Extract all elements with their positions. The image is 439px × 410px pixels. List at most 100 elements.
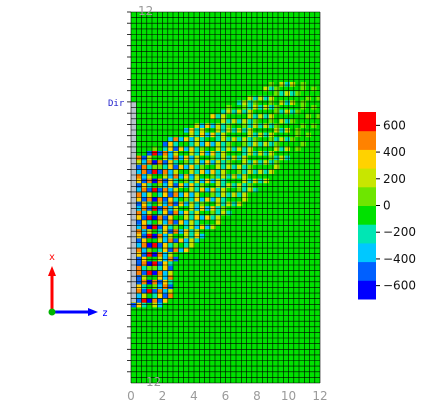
field-cell (168, 137, 174, 142)
field-cell (268, 118, 275, 124)
field-cell (295, 137, 301, 142)
field-cell (247, 114, 253, 119)
field-cell (252, 137, 259, 142)
field-cell (184, 197, 190, 202)
colorbar: 600 400 200 0 −200 −400 −600 (358, 112, 416, 300)
field-cell (284, 146, 290, 151)
colorbar-tick-label: −200 (383, 225, 416, 239)
field-cell (295, 132, 301, 138)
field-cell (290, 82, 296, 87)
field-cell (141, 243, 147, 248)
field-cell (152, 233, 158, 239)
field-cell (199, 224, 206, 230)
field-cell (242, 141, 248, 147)
field-cell (199, 174, 206, 179)
field-cell (263, 86, 269, 92)
field-cell (221, 132, 227, 138)
field-cell (146, 247, 153, 253)
field-cell (189, 210, 195, 216)
field-cell (305, 86, 312, 92)
field-cell (210, 151, 216, 156)
colorbar-segment (358, 168, 376, 188)
field-cell (215, 164, 222, 170)
field-cell (258, 169, 264, 174)
field-cell (279, 82, 285, 87)
x-tick-label: 8 (253, 389, 261, 403)
field-cell (194, 201, 200, 207)
field-cell (141, 261, 147, 266)
field-cell (136, 197, 142, 202)
field-cell (295, 91, 301, 96)
field-cell (199, 187, 206, 193)
field-cell (162, 252, 169, 257)
field-cell (274, 164, 280, 170)
z-axis-label: z (102, 308, 108, 319)
axes-triad: xz (48, 252, 108, 319)
field-cell (316, 123, 320, 128)
field-cell (157, 261, 163, 266)
field-cell (290, 137, 296, 142)
field-cell (162, 289, 169, 294)
field-cell (152, 302, 158, 308)
field-cell (205, 123, 211, 128)
field-cell (136, 275, 142, 280)
colorbar-segment (358, 112, 376, 132)
field-cell (295, 109, 301, 115)
field-cell (226, 201, 232, 207)
field-cell (162, 220, 169, 225)
colorbar-tick-label: −600 (383, 279, 416, 293)
field-cell (168, 261, 174, 266)
field-cell (311, 86, 317, 92)
field-cell (152, 197, 158, 202)
field-cell (136, 289, 142, 294)
x-tick-label: 12 (312, 389, 327, 403)
field-cell (252, 95, 259, 101)
field-cell (274, 141, 280, 147)
field-cell (247, 192, 253, 197)
field-cell (162, 174, 169, 179)
field-cell (184, 137, 190, 142)
field-cell (141, 201, 147, 207)
field-cell (263, 114, 269, 119)
field-cell (242, 137, 248, 142)
field-cell (210, 160, 216, 165)
field-cell (231, 192, 237, 197)
field-cell (215, 215, 222, 220)
field-cell (226, 118, 232, 124)
field-cell (168, 141, 174, 147)
field-cell (194, 160, 200, 165)
field-cell (274, 118, 280, 124)
field-cell (136, 210, 142, 216)
field-cell (221, 169, 227, 174)
field-cell (274, 146, 280, 151)
field-cell (199, 192, 206, 197)
field-cell (274, 91, 280, 96)
field-cell (252, 160, 259, 165)
field-cell (268, 137, 275, 142)
field-cell (221, 118, 227, 124)
field-cell (268, 169, 275, 174)
field-cell (279, 109, 285, 115)
field-cell (157, 302, 163, 308)
field-cell (162, 284, 169, 289)
field-cell (199, 233, 206, 239)
field-cell (210, 164, 216, 170)
field-cell (184, 187, 190, 193)
field-cell (268, 95, 275, 101)
field-cell (152, 275, 158, 280)
field-cell (263, 123, 269, 128)
field-cell (295, 100, 301, 105)
field-cell (136, 183, 142, 188)
field-cell (194, 137, 200, 142)
field-cell (199, 132, 206, 138)
field-cell (168, 224, 174, 230)
field-cell (237, 137, 243, 142)
field-cell (237, 187, 243, 193)
field-cell (226, 137, 232, 142)
field-cell (162, 197, 169, 202)
field-cell (226, 174, 232, 179)
field-cell (295, 141, 301, 147)
field-cell (247, 118, 253, 124)
field-cell (168, 215, 174, 220)
field-cell (141, 224, 147, 230)
